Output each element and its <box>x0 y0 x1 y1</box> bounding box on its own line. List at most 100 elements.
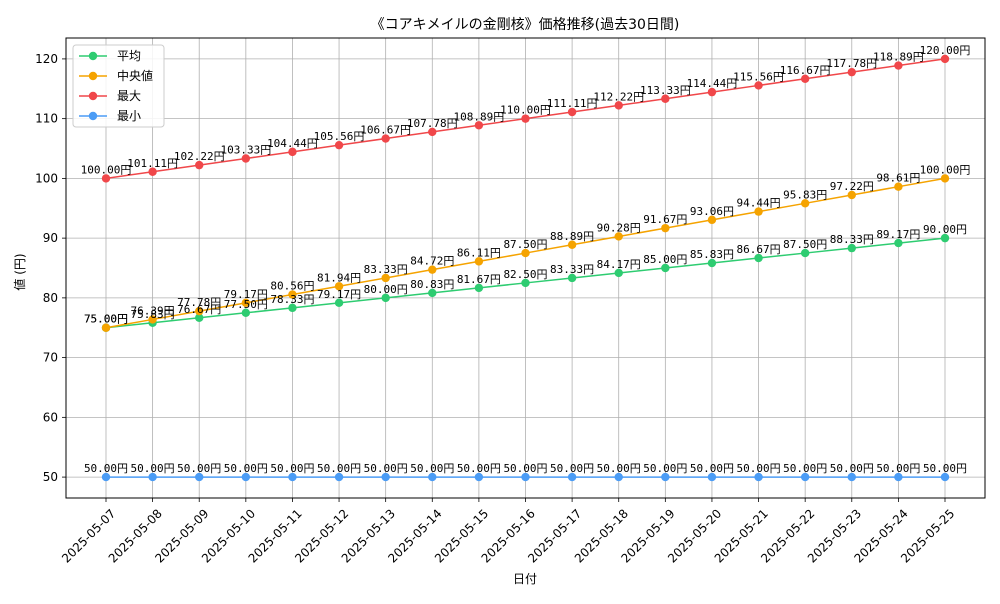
data-point <box>334 298 344 308</box>
data-label: 50.00円 <box>364 462 408 475</box>
data-label: 90.00円 <box>923 223 967 236</box>
y-tick-label: 100 <box>35 171 58 185</box>
data-point <box>847 472 856 482</box>
data-label: 87.50円 <box>503 238 547 251</box>
data-label: 88.33円 <box>830 233 874 246</box>
data-label: 82.50円 <box>503 268 547 281</box>
legend-label: 最小 <box>117 109 141 123</box>
data-label: 50.00円 <box>131 462 175 475</box>
legend-marker <box>88 71 98 81</box>
data-label: 120.00円 <box>920 44 971 57</box>
data-label: 87.50円 <box>783 238 827 251</box>
y-tick-label: 60 <box>43 410 58 424</box>
data-point <box>940 472 950 482</box>
y-axis-title: 値 (円) <box>12 253 27 290</box>
data-label: 89.17円 <box>876 228 920 241</box>
data-point <box>894 238 903 248</box>
data-point <box>195 306 204 316</box>
data-label: 93.06円 <box>690 205 734 218</box>
data-label: 77.50円 <box>224 298 268 311</box>
series-lines <box>101 54 950 482</box>
data-label: 102.22円 <box>174 150 225 163</box>
data-point <box>661 223 670 233</box>
data-point <box>521 472 530 482</box>
data-point <box>241 472 251 482</box>
data-point <box>241 298 251 308</box>
data-label: 83.33円 <box>550 263 594 276</box>
data-label: 95.83円 <box>783 188 827 201</box>
data-point <box>381 472 390 482</box>
data-label: 50.00円 <box>270 462 314 475</box>
data-label: 85.00円 <box>643 253 687 266</box>
data-point <box>614 101 623 110</box>
legend-label: 平均 <box>117 49 141 63</box>
data-label: 79.17円 <box>317 288 361 301</box>
y-tick-label: 50 <box>43 470 58 484</box>
data-point <box>707 258 717 268</box>
data-label: 78.33円 <box>270 293 314 306</box>
data-label: 50.00円 <box>643 462 687 475</box>
data-label: 100.00円 <box>81 163 132 176</box>
data-point <box>754 472 763 482</box>
y-tick-label: 80 <box>43 291 58 305</box>
data-label: 83.33円 <box>364 263 408 276</box>
data-point <box>241 154 251 163</box>
data-point <box>707 87 717 97</box>
data-point <box>661 263 670 273</box>
data-point <box>707 472 717 482</box>
y-tick-label: 120 <box>35 52 58 66</box>
data-label: 100.00円 <box>920 163 971 176</box>
data-label: 112.22円 <box>593 90 644 103</box>
data-label: 50.00円 <box>876 462 920 475</box>
data-point <box>567 107 577 117</box>
data-label: 50.00円 <box>457 462 501 475</box>
data-point <box>428 265 437 274</box>
data-label: 90.28円 <box>597 221 641 234</box>
data-label: 110.00円 <box>500 104 551 117</box>
data-label: 75.83円 <box>131 308 175 321</box>
data-label: 75.00円 <box>84 313 128 326</box>
y-tick-label: 70 <box>43 351 58 365</box>
data-label: 50.00円 <box>690 462 734 475</box>
data-point <box>800 199 810 208</box>
data-point <box>474 283 484 293</box>
legend-label: 中央値 <box>117 68 153 83</box>
data-label: 80.56円 <box>270 280 314 293</box>
data-label: 84.72円 <box>410 255 454 268</box>
data-point <box>334 472 344 482</box>
data-point <box>148 167 157 176</box>
data-labels: 75.00円 75.83円 76.67円 77.50円 78.33円 79.17円 80.0… <box>81 44 971 475</box>
data-label: 50.00円 <box>830 462 874 475</box>
data-point <box>894 472 903 482</box>
data-point <box>428 472 437 482</box>
data-label: 114.44円 <box>687 77 738 90</box>
data-label: 108.89円 <box>454 110 505 123</box>
data-label: 50.00円 <box>503 462 547 475</box>
data-point <box>754 81 763 90</box>
data-label: 88.89円 <box>550 230 594 243</box>
data-point <box>195 160 204 170</box>
data-point <box>894 182 903 191</box>
data-point <box>614 232 623 241</box>
legend-box <box>72 44 165 128</box>
data-point <box>381 273 390 283</box>
data-point <box>847 67 856 77</box>
data-label: 86.67円 <box>736 243 780 256</box>
y-tick-label: 90 <box>43 231 58 245</box>
data-label: 94.44円 <box>736 197 780 210</box>
data-point <box>474 121 484 130</box>
data-point <box>847 190 856 200</box>
data-label: 103.33円 <box>220 143 271 156</box>
legend-marker <box>88 51 98 61</box>
legend-marker <box>88 111 98 121</box>
data-label: 101.11円 <box>127 157 178 170</box>
data-label: 81.67円 <box>457 273 501 286</box>
data-label: 50.00円 <box>736 462 780 475</box>
data-point <box>334 282 344 291</box>
data-label: 111.11円 <box>547 97 598 110</box>
data-point <box>428 127 437 137</box>
data-label: 50.00円 <box>84 462 128 475</box>
data-point <box>288 290 297 299</box>
data-point <box>148 472 157 482</box>
